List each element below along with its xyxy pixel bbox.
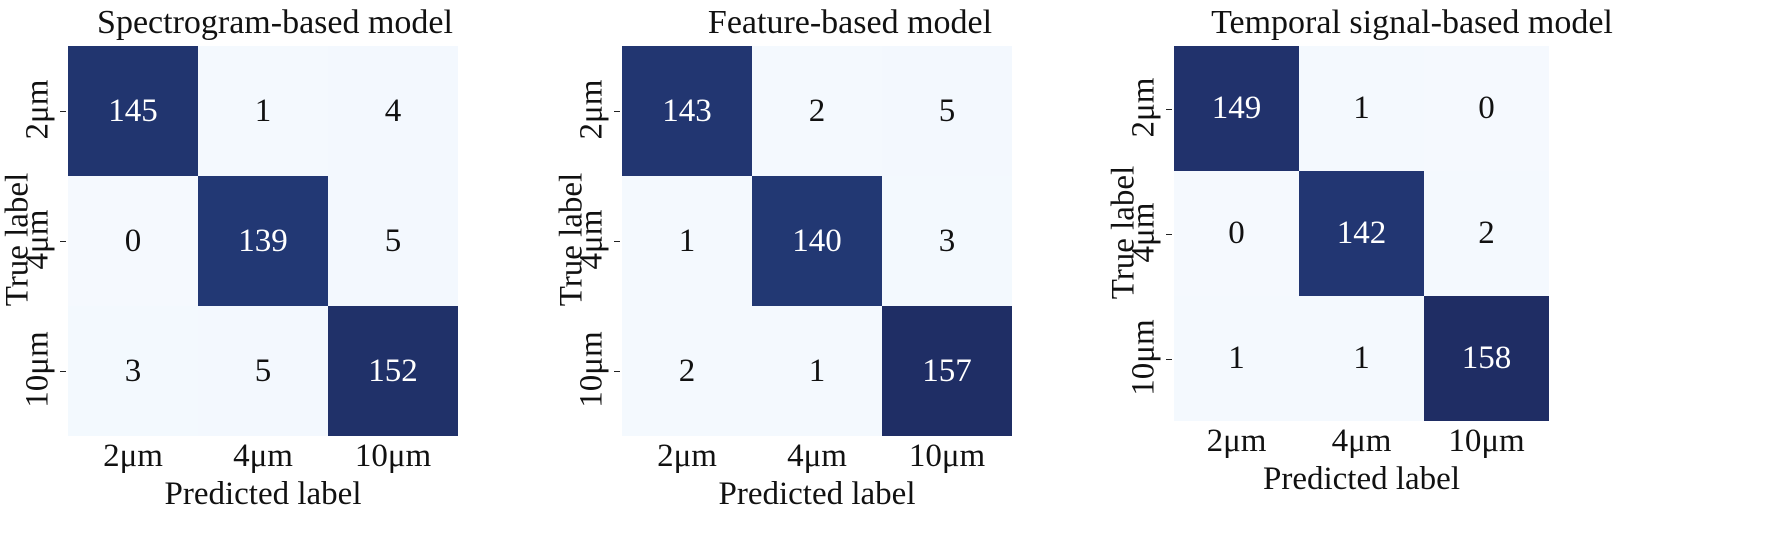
matrix-cell: 2 [752,46,882,176]
x-tick-label: 4μm [1331,423,1392,459]
y-tick-label: 2μm [1125,77,1162,137]
y-tick-label: 4μm [1125,202,1162,262]
y-tick-label: 10μm [573,331,610,408]
x-axis-label: Predicted label [1262,461,1460,497]
y-tick-mark [614,111,620,112]
matrix-cell: 158 [1424,296,1549,421]
matrix-cell: 5 [328,176,458,306]
x-axis-label: Predicted label [718,476,916,512]
matrix-cell: 5 [198,306,328,436]
matrix-cell: 142 [1299,171,1424,296]
matrix-cell: 1 [1299,46,1424,171]
y-tick-label: 4μm [19,209,56,270]
x-axis-label: Predicted label [164,476,362,512]
y-tick-label: 10μm [19,331,56,408]
matrix-cell: 1 [198,46,328,176]
chart-title: Feature-based model [707,4,993,41]
y-tick-mark [1166,108,1172,110]
y-tick-label: 2μm [19,79,56,140]
x-tick-label: 10μm [354,438,432,474]
matrix-cell: 3 [68,306,198,436]
y-tick-mark [1166,358,1172,360]
matrix-cell: 152 [328,306,458,436]
y-tick-label: 10μm [1125,318,1162,396]
matrix-grid: 145 1 4 0 139 5 3 5 152 [68,46,458,436]
matrix-grid: 143 2 5 1 140 3 2 1 157 [622,46,1012,436]
matrix-cell: 143 [622,46,752,176]
y-tick-mark [614,371,620,372]
matrix-cell: 0 [1174,171,1299,296]
matrix-cell: 139 [198,176,328,306]
matrix-cell: 1 [1174,296,1299,421]
y-tick-mark [60,371,66,372]
x-tick-label: 4μm [787,438,847,474]
x-tick-label: 2μm [103,438,163,474]
y-tick-mark [614,241,620,242]
matrix-cell: 140 [752,176,882,306]
matrix-cell: 145 [68,46,198,176]
matrix-cell: 1 [1299,296,1424,421]
chart-title: Spectrogram-based model [97,4,453,41]
x-tick-label: 10μm [908,438,986,474]
confusion-matrix-temporal: Temporal signal-based model 149 1 0 0 142 2 1 1… [1106,0,1672,540]
confusion-matrix-feature: Feature-based model 143 2 5 1 140 3 2 1 157 True… [554,0,1120,540]
chart-title: Temporal signal-based model [1211,4,1613,41]
matrix-cell: 3 [882,176,1012,306]
matrix-cell: 5 [882,46,1012,176]
y-tick-mark [1166,233,1172,235]
y-tick-mark [60,241,66,242]
y-tick-label: 4μm [573,209,610,270]
matrix-cell: 1 [622,176,752,306]
matrix-cell: 1 [752,306,882,436]
matrix-cell: 149 [1174,46,1299,171]
matrix-grid: 149 1 0 0 142 2 1 1 158 [1174,46,1549,421]
y-tick-mark [60,111,66,112]
matrix-cell: 2 [1424,171,1549,296]
x-tick-label: 10μm [1448,423,1525,459]
y-tick-label: 2μm [573,79,610,140]
x-tick-label: 2μm [657,438,717,474]
matrix-cell: 4 [328,46,458,176]
matrix-cell: 0 [1424,46,1549,171]
x-tick-label: 2μm [1206,423,1267,459]
x-tick-label: 4μm [233,438,293,474]
matrix-cell: 2 [622,306,752,436]
confusion-matrix-spectrogram: Spectrogram-based model 145 1 4 0 139 5 3 5 152 … [0,0,560,540]
matrix-cell: 157 [882,306,1012,436]
matrix-cell: 0 [68,176,198,306]
